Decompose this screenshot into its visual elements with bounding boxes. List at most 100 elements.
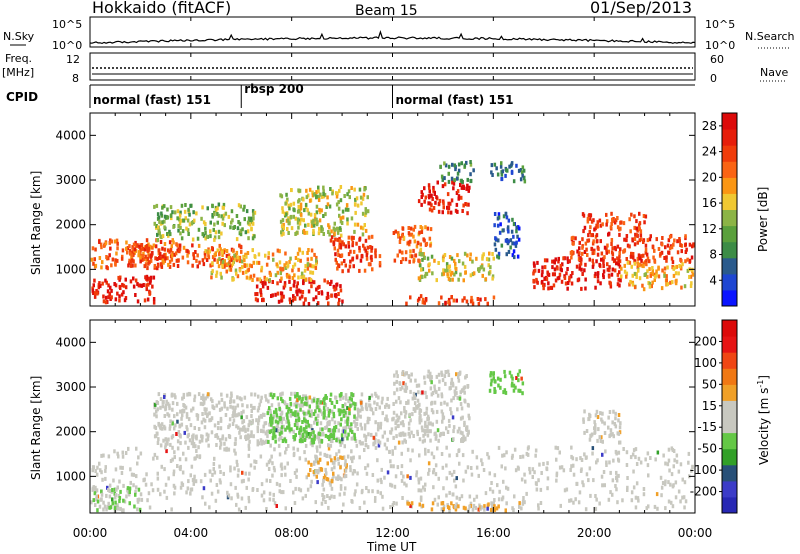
data-cell: [173, 450, 176, 455]
data-cell: [532, 261, 536, 266]
data-cell: [492, 371, 495, 376]
data-cell: [157, 229, 160, 234]
data-cell: [308, 395, 312, 400]
data-cell: [673, 265, 677, 270]
data-cell: [105, 493, 108, 498]
data-cell: [366, 195, 369, 200]
data-cell: [278, 249, 281, 254]
data-cell: [253, 405, 256, 410]
data-cell: [294, 486, 297, 491]
data-cell: [125, 494, 128, 499]
data-cell: [347, 425, 350, 430]
data-cell: [458, 496, 461, 501]
data-cell: [648, 259, 651, 264]
data-cell: [273, 447, 276, 452]
data-cell: [100, 453, 103, 458]
data-cell: [231, 277, 234, 282]
data-cell: [312, 230, 315, 235]
data-cell: [194, 479, 198, 484]
data-cell: [463, 251, 467, 256]
data-cell: [665, 255, 668, 260]
data-cell: [402, 381, 405, 386]
data-cell: [521, 391, 524, 396]
data-cell: [243, 204, 246, 209]
data-cell: [376, 402, 379, 407]
data-cell: [663, 266, 667, 271]
data-cell: [113, 282, 116, 286]
data-cell: [192, 444, 195, 449]
data-cell: [412, 391, 416, 396]
data-cell: [339, 216, 342, 221]
data-cell: [513, 255, 516, 260]
data-cell: [441, 501, 445, 505]
data-cell: [251, 221, 255, 226]
data-cell: [211, 261, 214, 266]
data-cell: [402, 423, 405, 428]
data-cell: [321, 432, 325, 436]
data-cell: [420, 488, 423, 493]
data-cell: [194, 444, 197, 449]
data-cell: [466, 384, 470, 388]
data-cell: [189, 203, 192, 208]
data-cell: [614, 247, 617, 252]
data-cell: [519, 455, 522, 459]
data-cell: [237, 468, 240, 473]
data-cell: [669, 482, 672, 487]
data-cell: [448, 506, 451, 510]
colorbar-frame: [721, 319, 738, 514]
data-cell: [428, 375, 431, 379]
data-cell: [358, 236, 362, 241]
data-cell: [216, 248, 219, 253]
data-cell: [644, 457, 647, 462]
data-cell: [260, 293, 263, 298]
data-cell: [275, 425, 278, 430]
data-cell: [350, 449, 353, 454]
data-cell: [248, 439, 251, 444]
data-cell: [149, 258, 153, 263]
data-cell: [373, 400, 376, 405]
data-cell: [203, 251, 207, 256]
data-cell: [369, 255, 373, 260]
data-cell: [457, 277, 460, 282]
data-cell: [468, 185, 471, 190]
data-cell: [307, 472, 310, 477]
data-cell: [354, 210, 357, 215]
data-cell: [505, 168, 508, 173]
data-cell: [265, 462, 269, 467]
data-cell: [121, 454, 125, 459]
data-cell: [510, 455, 514, 460]
data-cell: [386, 396, 389, 401]
data-cell: [211, 204, 214, 209]
data-cell: [510, 162, 513, 167]
data-cell: [449, 407, 452, 412]
data-cell: [642, 261, 645, 266]
data-cell: [289, 215, 293, 220]
data-cell: [260, 414, 264, 419]
data-cell: [348, 396, 352, 401]
data-cell: [368, 395, 371, 400]
data-cell: [160, 213, 164, 218]
data-cell: [361, 211, 365, 216]
data-cell: [216, 220, 219, 225]
data-cell: [429, 386, 433, 391]
data-cell: [615, 487, 618, 492]
data-cell: [176, 464, 179, 468]
data-cell: [144, 254, 147, 259]
data-cell: [432, 470, 435, 475]
data-cell: [169, 213, 173, 218]
data-cell: [183, 209, 187, 214]
data-cell: [314, 266, 318, 270]
data-cell: [435, 374, 439, 379]
data-cell: [282, 424, 285, 429]
data-cell: [578, 240, 581, 245]
data-cell: [287, 444, 290, 448]
data-cell: [288, 275, 291, 280]
data-cell: [515, 376, 518, 380]
data-cell: [378, 261, 382, 265]
data-cell: [96, 291, 99, 296]
data-cell: [464, 469, 468, 474]
data-cell: [315, 217, 318, 222]
data-cell: [160, 211, 163, 216]
data-cell: [325, 471, 328, 476]
data-cell: [667, 458, 671, 463]
